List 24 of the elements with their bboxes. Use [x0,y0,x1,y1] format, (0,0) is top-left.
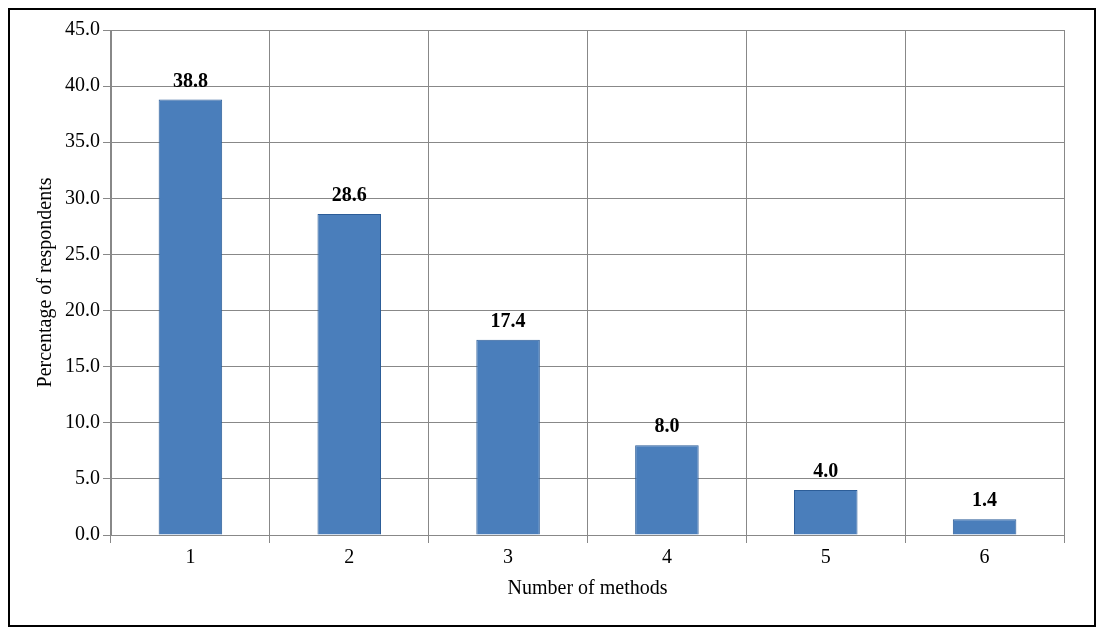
x-tick-label: 1 [185,545,196,568]
y-tick-label: 35.0 [65,129,100,152]
data-label: 38.8 [172,68,208,91]
y-axis-title: Percentage of respondents [33,177,57,388]
y-tick-label: 15.0 [65,353,100,376]
x-tick-label: 3 [503,545,514,568]
y-tick-label: 10.0 [65,410,100,433]
x-tick-label: 5 [820,545,831,568]
y-tick-label: 25.0 [65,241,100,264]
y-tick-label: 30.0 [65,185,100,208]
y-tick-label: 20.0 [65,297,100,320]
data-label: 28.6 [331,183,367,206]
y-tick-label: 45.0 [65,17,100,40]
x-tick-label: 4 [661,545,672,568]
y-tick-label: 40.0 [65,73,100,96]
x-tick-label: 6 [979,545,990,568]
y-tick-label: 0.0 [75,522,100,545]
data-label: 8.0 [654,414,680,437]
data-label: 4.0 [813,459,839,482]
data-label: 1.4 [972,488,998,511]
y-tick-label: 5.0 [75,466,100,489]
x-tick-label: 2 [344,545,355,568]
x-axis-title: Number of methods [507,576,668,599]
data-label: 17.4 [490,308,526,331]
